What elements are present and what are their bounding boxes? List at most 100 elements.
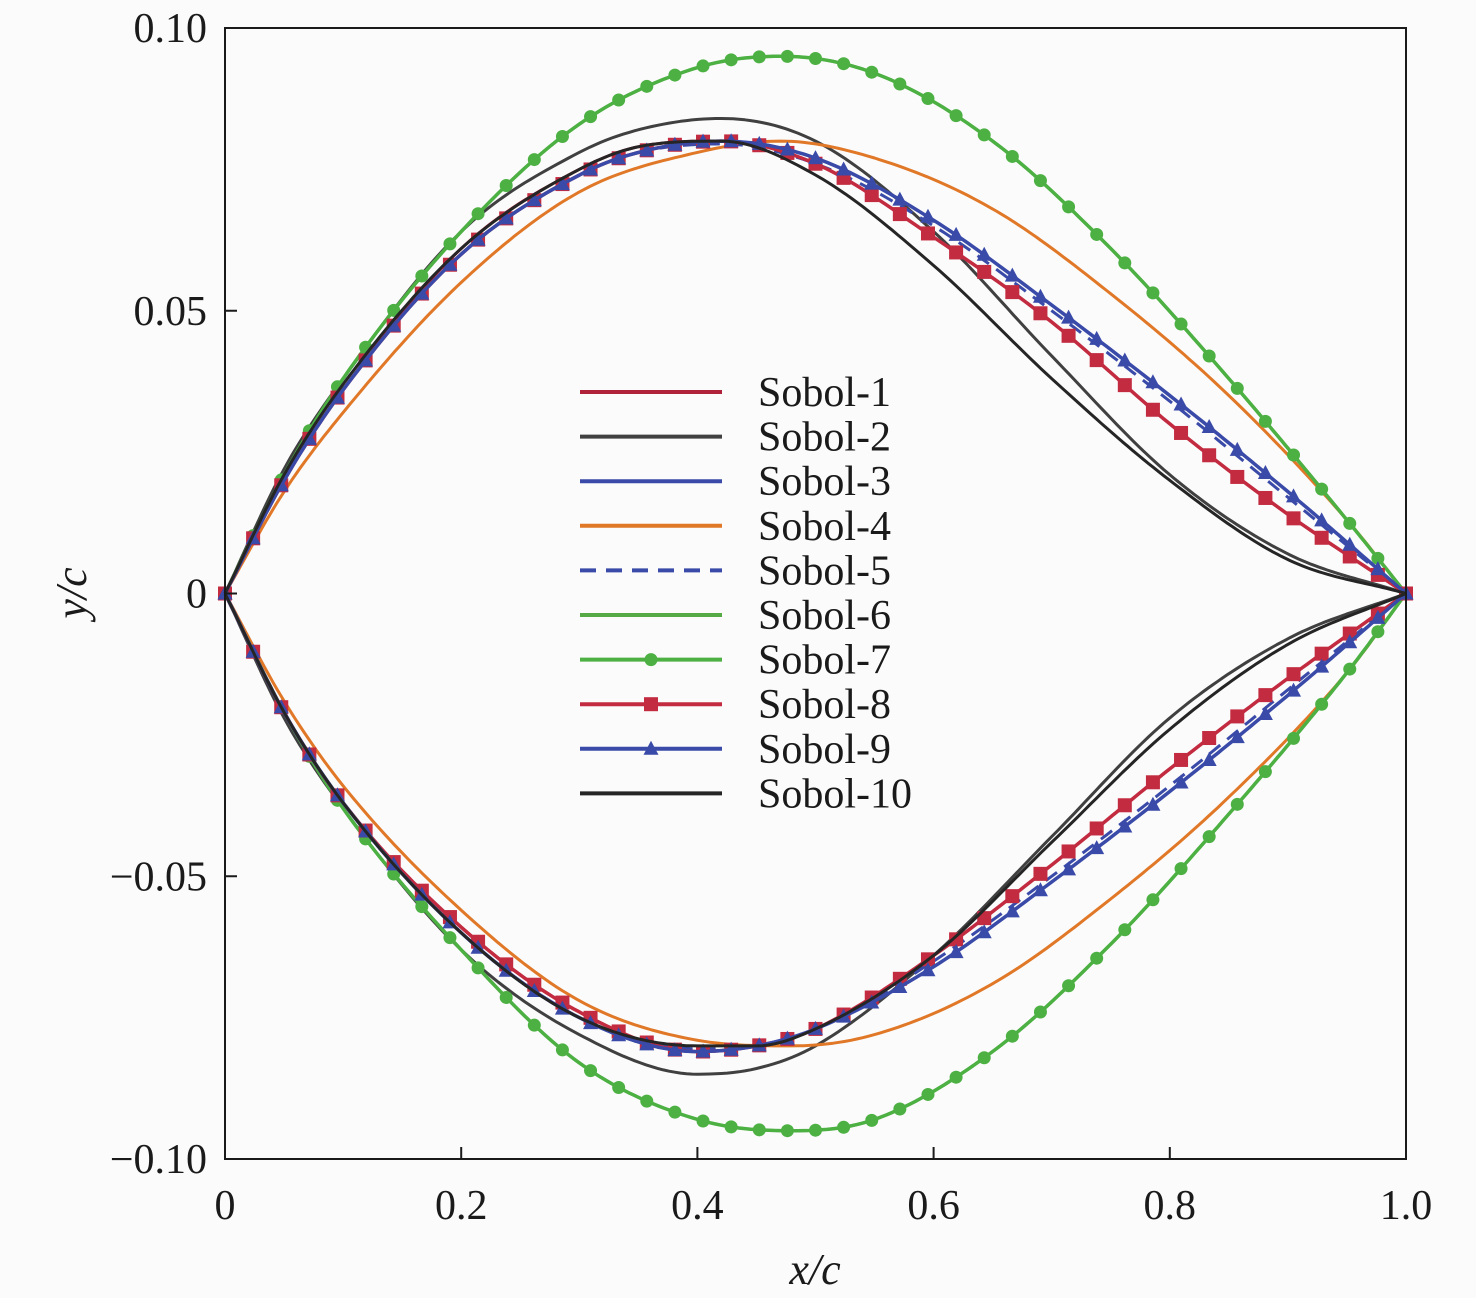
data-point: [1117, 798, 1132, 813]
y-tick-label: 0.05: [134, 289, 208, 335]
data-point: [1258, 765, 1272, 779]
data-point: [1286, 682, 1302, 697]
data-point: [1090, 951, 1104, 965]
legend-marker: [643, 740, 659, 755]
data-point: [1258, 688, 1273, 703]
legend-item-sobol-10: Sobol-10: [580, 771, 912, 817]
data-point: [865, 65, 879, 79]
data-point: [639, 1036, 655, 1051]
y-tick-label: −0.05: [110, 854, 207, 900]
data-point: [1089, 840, 1105, 855]
data-point: [1343, 662, 1357, 676]
data-point: [1061, 309, 1077, 324]
x-tick-label: 0: [215, 1183, 236, 1229]
series-line-lower: [223, 592, 1408, 1048]
data-point: [1033, 306, 1048, 321]
data-point: [640, 1094, 654, 1108]
data-point: [1173, 774, 1189, 789]
data-point: [892, 978, 908, 993]
data-point: [1201, 752, 1217, 767]
data-point: [1315, 697, 1329, 711]
axis-ticks: 0 0.2 0.4 0.6 0.8 1.0 0.10 0.05 0 −0.05 −0.10: [110, 6, 1432, 1229]
legend-label: Sobol-7: [758, 638, 891, 684]
data-point: [893, 77, 907, 91]
x-tick-label: 1.0: [1380, 1183, 1433, 1229]
data-point: [976, 924, 992, 939]
data-point: [1258, 490, 1273, 505]
data-point: [809, 1123, 822, 1137]
data-point: [611, 150, 627, 165]
data-point: [949, 1070, 963, 1084]
data-point: [1370, 609, 1386, 624]
data-point: [1145, 775, 1160, 790]
data-point: [921, 92, 935, 106]
data-point: [1314, 658, 1330, 673]
legend-label: Sobol-5: [758, 548, 891, 594]
legend-item-sobol-8: Sobol-8: [580, 682, 891, 728]
data-point: [780, 1124, 794, 1138]
data-point: [893, 1102, 907, 1116]
data-point: [1229, 441, 1245, 456]
data-point: [695, 1043, 711, 1058]
data-point: [808, 150, 823, 165]
data-point: [1004, 267, 1020, 282]
data-point: [387, 303, 401, 317]
data-point: [1090, 227, 1104, 241]
legend-item-sobol-9: Sobol-9: [580, 727, 891, 773]
data-point: [443, 931, 457, 945]
data-point: [1314, 646, 1329, 661]
data-point: [949, 932, 964, 947]
data-point: [1257, 706, 1273, 721]
data-point: [1061, 844, 1076, 859]
data-point: [1005, 285, 1020, 300]
legend-item-sobol-4: Sobol-4: [580, 504, 891, 550]
data-point: [470, 231, 486, 246]
data-point: [1061, 328, 1076, 343]
data-point: [555, 129, 569, 143]
data-point: [442, 256, 458, 271]
data-point: [554, 176, 570, 191]
data-point: [668, 68, 682, 82]
data-point: [1117, 352, 1133, 367]
data-point: [1201, 418, 1217, 433]
series-line-lower: [223, 592, 1407, 1048]
data-point: [779, 141, 795, 156]
x-tick-label: 0.8: [1144, 1183, 1197, 1229]
data-point: [527, 1018, 541, 1032]
data-point: [949, 245, 964, 260]
data-point: [780, 49, 794, 63]
data-point: [1005, 1029, 1019, 1043]
data-point: [948, 226, 964, 241]
data-point: [977, 1051, 991, 1065]
data-point: [443, 237, 457, 251]
data-point: [1032, 288, 1048, 303]
data-point: [1145, 402, 1160, 417]
data-point: [1202, 349, 1216, 363]
data-point: [330, 380, 344, 394]
legend-item-sobol-5: Sobol-5: [580, 548, 891, 594]
data-point: [1004, 903, 1020, 918]
data-point: [499, 178, 513, 192]
data-point: [949, 109, 963, 123]
data-point: [1174, 752, 1189, 767]
data-point: [837, 57, 851, 71]
data-point: [1315, 482, 1329, 496]
data-point: [1089, 330, 1105, 345]
data-point: [1342, 536, 1358, 551]
data-point: [837, 1120, 851, 1134]
data-point: [1118, 256, 1132, 270]
series-line-upper: [223, 139, 1408, 595]
data-point: [668, 1105, 682, 1119]
y-tick-label: 0.10: [134, 6, 208, 52]
x-axis-title: x/c: [788, 1245, 841, 1294]
legend-item-sobol-6: Sobol-6: [580, 593, 891, 639]
data-point: [1033, 174, 1047, 188]
legend-marker: [644, 653, 658, 667]
data-point: [1202, 448, 1217, 463]
data-point: [1230, 797, 1244, 811]
data-point: [358, 352, 374, 367]
data-point: [639, 142, 655, 157]
data-point: [555, 1043, 569, 1057]
data-point: [864, 188, 879, 203]
data-point: [667, 136, 683, 151]
